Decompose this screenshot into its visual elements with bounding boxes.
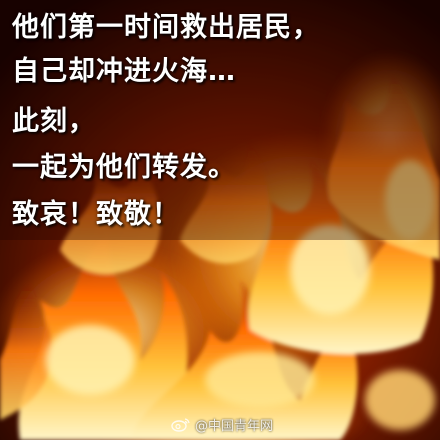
weibo-icon (171, 418, 190, 432)
watermark-text: @中国青年网 (195, 418, 274, 434)
headline-line-2: 自己却冲进火海… (12, 56, 236, 87)
headline-line-3: 此刻， (12, 106, 96, 137)
headline-line-5: 致哀！致敬！ (12, 199, 180, 230)
headline-line-4: 一起为他们转发。 (12, 152, 236, 183)
headline-line-1: 他们第一时间救出居民， (12, 12, 320, 43)
weibo-watermark: @中国青年网 (171, 413, 273, 435)
